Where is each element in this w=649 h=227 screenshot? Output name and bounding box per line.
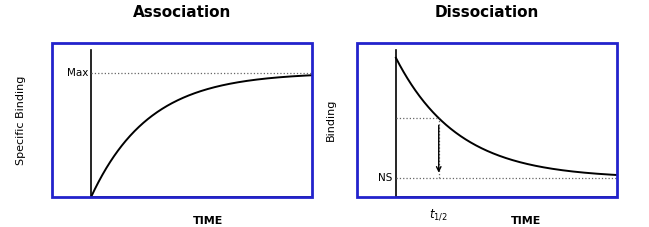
Text: Dissociation: Dissociation bbox=[435, 5, 539, 20]
Text: TIME: TIME bbox=[511, 216, 541, 226]
Text: Binding: Binding bbox=[326, 99, 336, 141]
Text: NS: NS bbox=[378, 173, 392, 183]
Text: Association: Association bbox=[132, 5, 231, 20]
Text: Max: Max bbox=[67, 67, 88, 78]
Text: Specific Binding: Specific Binding bbox=[16, 76, 26, 165]
Text: $t_{1/2}$: $t_{1/2}$ bbox=[430, 208, 448, 222]
Text: TIME: TIME bbox=[193, 216, 223, 226]
